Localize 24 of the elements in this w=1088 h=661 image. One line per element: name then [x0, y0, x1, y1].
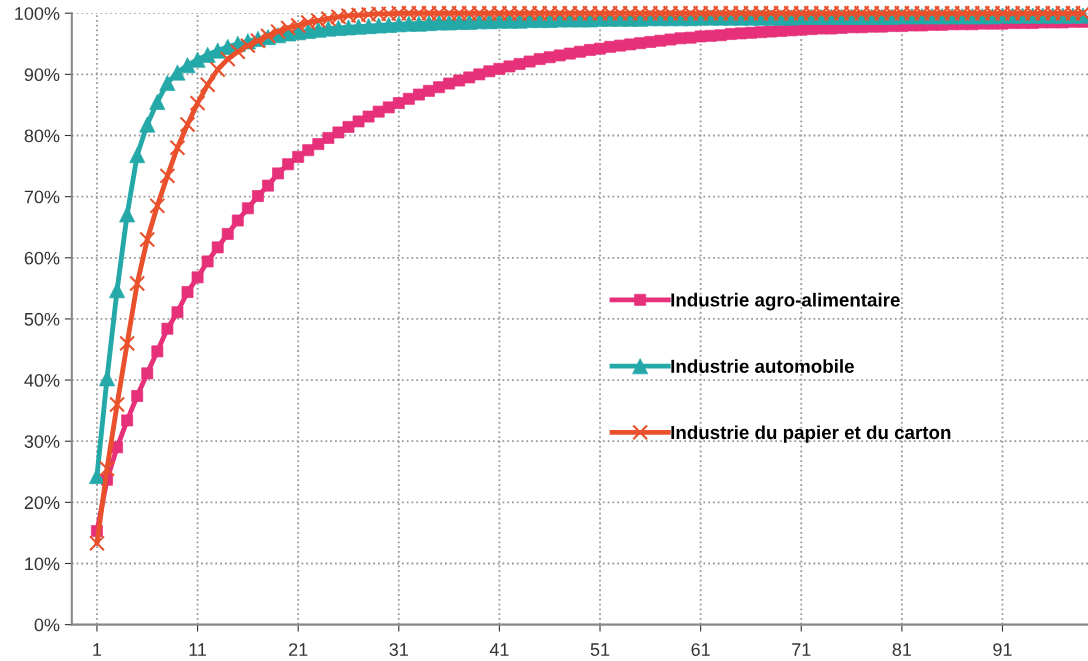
y-tick-label: 70% — [24, 190, 60, 204]
y-tick-label: 100% — [15, 7, 60, 20]
x-tick-label: 31 — [389, 643, 408, 656]
y-tick-label: 10% — [25, 557, 60, 571]
y-tick-label: 50% — [24, 312, 60, 326]
x-tick-label: 61 — [691, 643, 710, 656]
y-tick-label: 20% — [24, 496, 60, 510]
x-tick-label: 81 — [892, 643, 912, 656]
y-tick-label: 40% — [24, 374, 60, 387]
y-tick-label: 30% — [24, 435, 60, 448]
x-tick-label: 11 — [189, 643, 207, 656]
legend-label: Industrie automobile — [671, 359, 854, 373]
y-tick-label: 80% — [24, 129, 60, 143]
x-tick-label: 51 — [590, 643, 610, 656]
x-tick-label: 71 — [792, 643, 811, 656]
y-tick-label: 90% — [24, 68, 60, 82]
legend-label: Industrie du papier et du carton — [671, 425, 951, 443]
y-tick-label: 0% — [34, 618, 60, 632]
legend-label: Industrie agro-alimentaire — [671, 292, 900, 311]
x-tick-label: 41 — [489, 643, 509, 656]
x-tick-label: 1 — [93, 643, 102, 656]
y-tick-label: 60% — [24, 251, 60, 265]
x-tick-label: 91 — [993, 643, 1012, 656]
x-tick-label: 21 — [289, 643, 308, 656]
